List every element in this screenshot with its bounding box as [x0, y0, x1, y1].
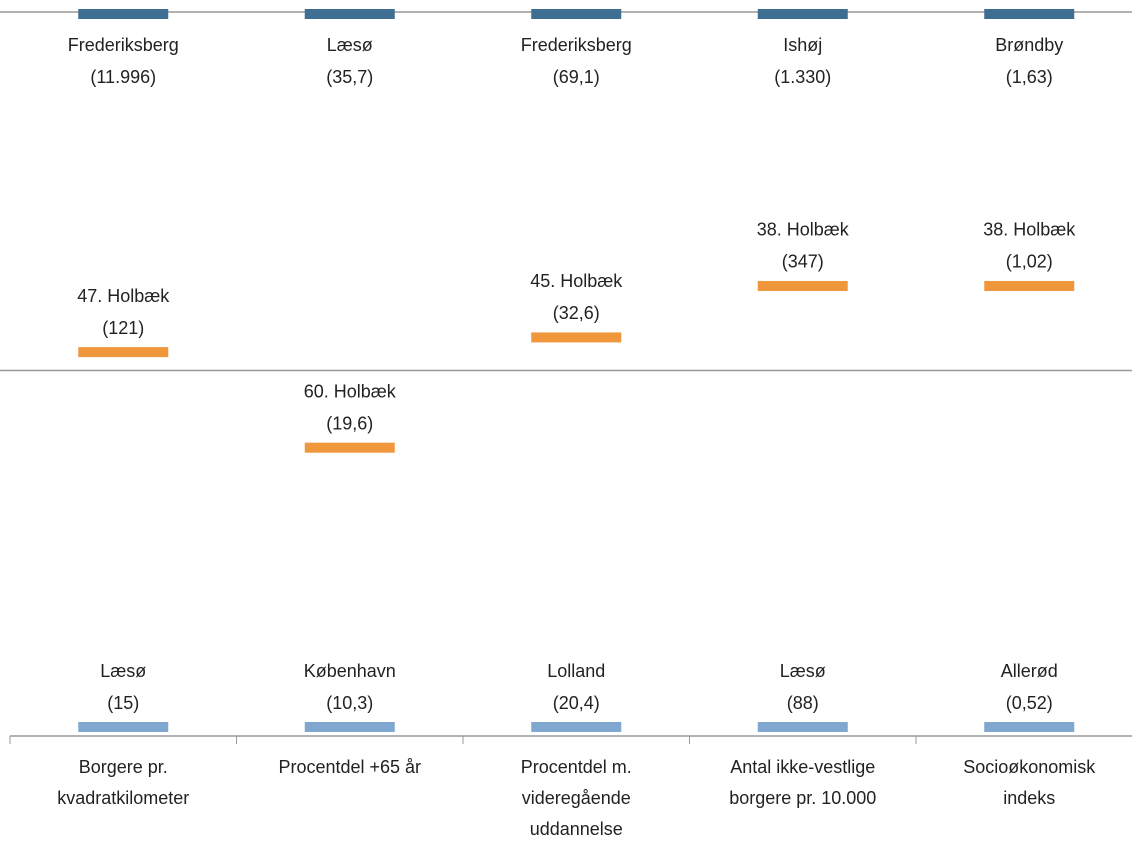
rank-marker [984, 280, 1075, 291]
value-label: (11.996) [90, 67, 156, 87]
x-tick-label: uddannelse [530, 819, 623, 839]
x-tick-label: indeks [1003, 788, 1055, 808]
rank-marker [984, 722, 1075, 732]
value-label: (1,63) [1006, 67, 1053, 87]
x-tick-label: Socioøkonomisk [963, 757, 1096, 777]
rank-marker [304, 442, 395, 453]
municipality-label: Lolland [547, 661, 605, 681]
municipality-label: Frederiksberg [521, 35, 632, 55]
value-label: (121) [102, 318, 144, 338]
municipality-label: Læsø [100, 661, 146, 681]
rank-marker [757, 722, 848, 732]
municipality-label: Ishøj [783, 35, 822, 55]
municipality-label: Læsø [780, 661, 826, 681]
rank-marker [78, 347, 169, 358]
rank-marker [304, 9, 395, 19]
x-tick-label: Procentdel +65 år [278, 757, 421, 777]
rank-marker [304, 722, 395, 732]
value-label: (1.330) [774, 67, 831, 87]
rank-label: 45. Holbæk [530, 271, 623, 291]
rank-label: 47. Holbæk [77, 286, 170, 306]
municipality-label: Allerød [1001, 661, 1058, 681]
x-tick-label: kvadratkilometer [57, 788, 189, 808]
value-label: (0,52) [1006, 693, 1053, 713]
rank-marker [984, 9, 1075, 19]
x-tick-label: videregående [522, 788, 631, 808]
rank-marker [757, 280, 848, 291]
x-tick-label: borgere pr. 10.000 [729, 788, 876, 808]
rank-marker [78, 9, 169, 19]
value-label: (35,7) [326, 67, 373, 87]
value-label: (20,4) [553, 693, 600, 713]
rank-marker [531, 9, 622, 19]
value-label: (32,6) [553, 303, 600, 323]
municipality-label: København [304, 661, 396, 681]
rank-marker [757, 9, 848, 19]
rank-label: 38. Holbæk [757, 220, 850, 240]
x-tick-label: Borgere pr. [79, 757, 168, 777]
value-label: (347) [782, 252, 824, 272]
municipality-label: Frederiksberg [68, 35, 179, 55]
x-tick-label: Procentdel m. [521, 757, 632, 777]
value-label: (88) [787, 693, 819, 713]
municipality-label: Læsø [327, 35, 373, 55]
value-label: (15) [107, 693, 139, 713]
municipality-label: Brøndby [995, 35, 1063, 55]
x-tick-label: Antal ikke-vestlige [730, 757, 875, 777]
value-label: (19,6) [326, 413, 373, 433]
value-label: (10,3) [326, 693, 373, 713]
rank-marker [78, 722, 169, 732]
value-label: (1,02) [1006, 252, 1053, 272]
value-label: (69,1) [553, 67, 600, 87]
rank-label: 60. Holbæk [304, 381, 397, 401]
rank-label: 38. Holbæk [983, 220, 1076, 240]
rank-marker [531, 332, 622, 343]
rank-marker [531, 722, 622, 732]
